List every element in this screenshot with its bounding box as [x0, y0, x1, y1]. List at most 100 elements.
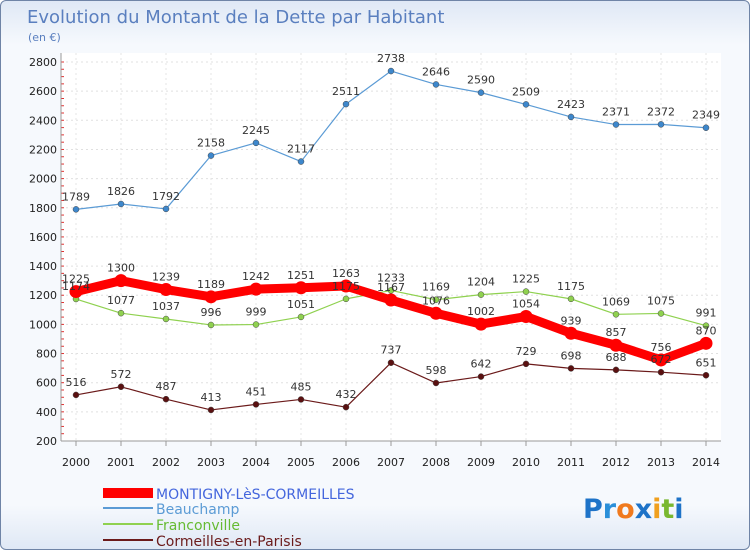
point-cormeilles [387, 359, 395, 366]
logo-letter: r [603, 494, 617, 525]
data-label-franconville: 1174 [62, 280, 90, 293]
point-beauchamp [387, 67, 395, 75]
point-franconville [477, 291, 485, 298]
x-tick-label: 2005 [287, 456, 315, 469]
point-franconville [252, 321, 260, 328]
point-montigny [294, 281, 308, 295]
y-tick-label: 1800 [29, 202, 57, 215]
data-label-montigny: 1242 [242, 270, 270, 283]
data-label-cormeilles: 729 [516, 345, 537, 358]
data-label-cormeilles: 413 [201, 391, 222, 404]
y-axis-ticks: 200 400 600 800 1000 1200 1400 1600 1800 2000 2200… [29, 56, 57, 448]
data-label-franconville: 1037 [152, 300, 180, 313]
point-cormeilles [117, 383, 125, 391]
data-label-franconville: 1069 [602, 295, 630, 308]
point-montigny [609, 338, 623, 352]
point-beauchamp [72, 206, 80, 213]
x-tick-label: 2003 [197, 456, 225, 469]
data-label-beauchamp: 2511 [332, 85, 360, 98]
data-label-cormeilles: 642 [471, 358, 492, 371]
x-tick-label: 2001 [107, 456, 135, 469]
data-label-cormeilles: 451 [246, 385, 267, 398]
x-tick-label: 2002 [152, 456, 180, 469]
point-franconville [612, 311, 620, 318]
data-label-montigny: 1167 [377, 281, 405, 294]
data-label-cormeilles: 487 [156, 380, 177, 393]
logo-letter: i [652, 494, 661, 525]
data-label-beauchamp: 2372 [647, 105, 675, 118]
point-beauchamp [162, 205, 170, 213]
y-tick-label: 1600 [29, 231, 57, 244]
series-montigny [69, 274, 713, 367]
data-label-montigny: 1263 [332, 267, 360, 280]
data-label-franconville: 1225 [512, 273, 540, 286]
data-label-beauchamp: 2738 [377, 52, 405, 65]
point-franconville [657, 310, 665, 317]
point-beauchamp [522, 101, 530, 108]
data-label-franconville: 1204 [467, 276, 495, 289]
point-cormeilles [72, 391, 80, 399]
proxiti-logo: Proxiti [583, 494, 684, 525]
data-labels: 1789 1826 1792 2158 2245 2117 2511 2738 2646 2590… [62, 52, 720, 404]
chart-subtitle: (en €) [28, 31, 61, 44]
data-label-cormeilles: 698 [561, 349, 582, 362]
y-tick-label: 200 [36, 435, 57, 448]
x-tick-label: 2012 [602, 456, 630, 469]
point-franconville [207, 321, 215, 329]
point-montigny [429, 306, 443, 320]
data-label-beauchamp: 2117 [287, 143, 315, 156]
x-tick-label: 2006 [332, 456, 360, 469]
data-label-cormeilles: 432 [336, 388, 357, 401]
data-label-beauchamp: 2646 [422, 65, 450, 78]
logo-letter: i [674, 494, 683, 525]
point-beauchamp [567, 113, 575, 121]
data-label-franconville: 1169 [422, 281, 450, 294]
data-label-cormeilles: 651 [696, 356, 717, 369]
y-tick-label: 1400 [29, 260, 57, 273]
data-label-franconville: 1175 [332, 280, 360, 293]
data-label-cormeilles: 688 [606, 351, 627, 364]
data-label-cormeilles: 485 [291, 380, 312, 393]
series-layer: 1789 1826 1792 2158 2245 2117 2511 2738 2646 2590… [62, 52, 720, 414]
point-franconville [387, 287, 395, 294]
data-label-montigny: 1300 [107, 262, 135, 275]
data-label-cormeilles: 737 [381, 344, 402, 357]
point-montigny [114, 274, 128, 288]
y-tick-label: 2000 [29, 173, 57, 186]
point-cormeilles [522, 360, 530, 368]
data-label-beauchamp: 1789 [62, 190, 90, 203]
data-label-montigny: 870 [696, 324, 717, 337]
y-tick-label: 1000 [29, 318, 57, 331]
point-cormeilles [657, 368, 665, 376]
point-beauchamp [432, 81, 440, 88]
data-label-franconville: 1051 [287, 298, 315, 311]
point-montigny [69, 285, 83, 299]
x-tick-label: 2014 [692, 456, 720, 469]
point-beauchamp [477, 89, 485, 96]
point-franconville [567, 295, 575, 303]
y-tick-label: 2800 [29, 56, 57, 69]
x-tick-label: 2000 [62, 456, 90, 469]
point-franconville [342, 295, 350, 303]
data-label-montigny: 857 [606, 326, 627, 339]
series-franconville [72, 287, 710, 329]
x-tick-label: 2010 [512, 456, 540, 469]
point-franconville [297, 313, 305, 321]
point-cormeilles [567, 365, 575, 372]
point-beauchamp [702, 124, 710, 131]
logo-text: Proxiti [583, 494, 684, 525]
logo-letter: t [661, 494, 674, 525]
logo-letter: P [583, 494, 603, 525]
point-franconville [117, 309, 125, 317]
data-label-montigny: 939 [561, 314, 582, 327]
data-label-beauchamp: 1792 [152, 190, 180, 203]
y-tick-label: 2200 [29, 143, 57, 156]
data-label-montigny: 1002 [467, 305, 495, 318]
legend: MONTIGNY-LèS-CORMEILLES Beauchamp Franco… [103, 487, 355, 549]
data-label-beauchamp: 2245 [242, 124, 270, 137]
data-label-franconville: 991 [696, 307, 717, 320]
point-montigny [564, 326, 578, 340]
plot-area [61, 53, 721, 441]
